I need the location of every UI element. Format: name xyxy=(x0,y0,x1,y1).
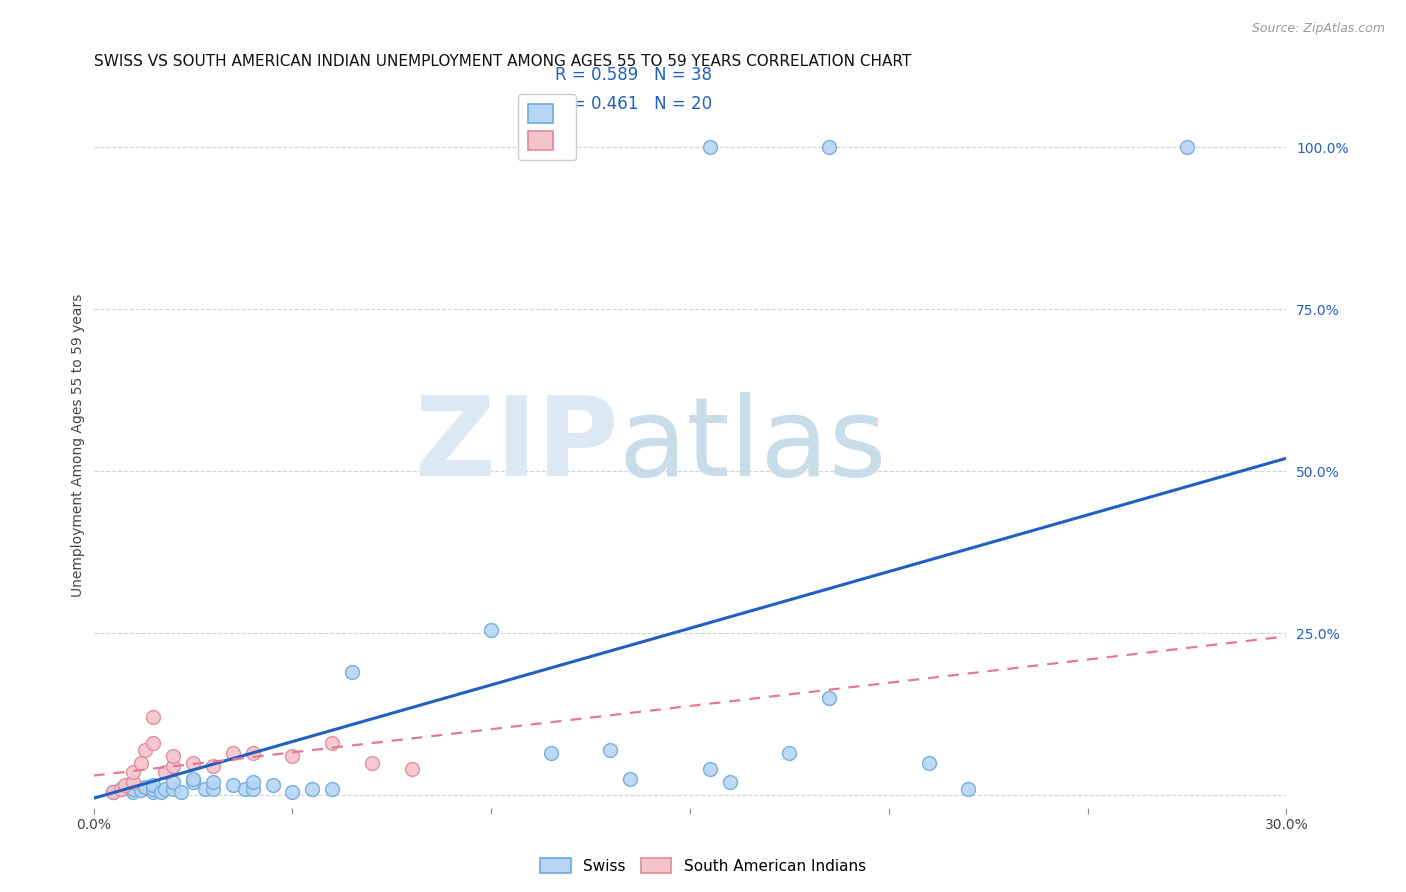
Point xyxy=(103,785,125,799)
Point xyxy=(340,665,363,679)
Point xyxy=(181,756,204,770)
Point xyxy=(818,140,841,154)
Point xyxy=(162,775,184,789)
Point xyxy=(201,775,224,789)
Point xyxy=(917,756,939,770)
Point xyxy=(540,746,562,760)
Point xyxy=(103,785,125,799)
Text: ZIP: ZIP xyxy=(415,392,619,499)
Point xyxy=(321,736,343,750)
Point xyxy=(153,781,176,796)
Point xyxy=(122,781,145,796)
Point xyxy=(778,746,800,760)
Point xyxy=(181,775,204,789)
Point xyxy=(122,775,145,789)
Point xyxy=(162,759,184,773)
Point xyxy=(162,781,184,796)
Point xyxy=(110,781,132,796)
Point xyxy=(242,775,264,789)
Point xyxy=(122,765,145,780)
Point xyxy=(242,746,264,760)
Point xyxy=(222,746,245,760)
Text: SWISS VS SOUTH AMERICAN INDIAN UNEMPLOYMENT AMONG AGES 55 TO 59 YEARS CORRELATIO: SWISS VS SOUTH AMERICAN INDIAN UNEMPLOYM… xyxy=(94,54,911,69)
Point xyxy=(142,710,165,724)
Point xyxy=(301,781,323,796)
Point xyxy=(142,785,165,799)
Point xyxy=(142,736,165,750)
Point xyxy=(114,778,136,792)
Legend: , : , xyxy=(517,95,576,161)
Point xyxy=(818,690,841,705)
Point xyxy=(222,778,245,792)
Text: atlas: atlas xyxy=(619,392,887,499)
Point xyxy=(699,140,721,154)
Point xyxy=(134,742,156,756)
Point xyxy=(201,759,224,773)
Point xyxy=(129,756,152,770)
Point xyxy=(718,775,741,789)
Legend: Swiss, South American Indians: Swiss, South American Indians xyxy=(534,852,872,880)
Point xyxy=(262,778,284,792)
Point xyxy=(110,781,132,796)
Point xyxy=(233,781,256,796)
Text: Source: ZipAtlas.com: Source: ZipAtlas.com xyxy=(1251,22,1385,36)
Point xyxy=(153,765,176,780)
Point xyxy=(361,756,384,770)
Point xyxy=(1175,140,1198,154)
Point xyxy=(957,781,980,796)
Point xyxy=(401,762,423,776)
Point xyxy=(281,749,304,764)
Point xyxy=(129,782,152,797)
Point xyxy=(619,772,641,786)
Text: R = 0.461   N = 20: R = 0.461 N = 20 xyxy=(555,95,713,112)
Point xyxy=(134,780,156,795)
Point xyxy=(479,623,502,637)
Point xyxy=(181,772,204,786)
Point xyxy=(170,785,193,799)
Point xyxy=(142,781,165,796)
Point xyxy=(142,778,165,792)
Text: R = 0.589   N = 38: R = 0.589 N = 38 xyxy=(555,66,713,84)
Point xyxy=(699,762,721,776)
Point xyxy=(281,785,304,799)
Point xyxy=(242,781,264,796)
Point xyxy=(122,785,145,799)
Y-axis label: Unemployment Among Ages 55 to 59 years: Unemployment Among Ages 55 to 59 years xyxy=(72,293,86,597)
Point xyxy=(150,785,173,799)
Point xyxy=(321,781,343,796)
Point xyxy=(599,742,621,756)
Point xyxy=(194,781,217,796)
Point xyxy=(162,749,184,764)
Point xyxy=(201,781,224,796)
